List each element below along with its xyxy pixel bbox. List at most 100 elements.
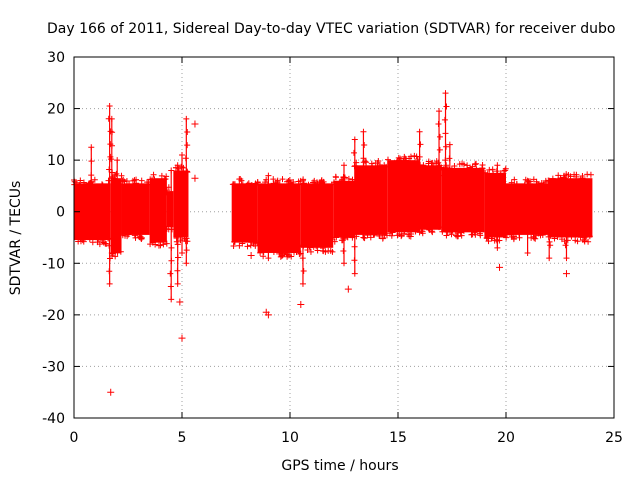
- data-point: [384, 156, 391, 163]
- y-tick-label: -40: [42, 411, 65, 427]
- data-point: [457, 229, 464, 236]
- data-point: [109, 175, 116, 182]
- data-point: [547, 242, 554, 249]
- data-point: [351, 136, 358, 143]
- data-point: [512, 230, 519, 237]
- data-point: [133, 180, 140, 187]
- data-point: [168, 257, 175, 264]
- data-point: [310, 243, 317, 250]
- data-point: [138, 177, 145, 184]
- data-point: [446, 141, 453, 148]
- data-point: [430, 163, 437, 170]
- data-point: [151, 176, 158, 183]
- data-point: [562, 242, 569, 249]
- data-point: [245, 180, 252, 187]
- data-point: [361, 141, 368, 148]
- data-point: [439, 228, 446, 235]
- y-tick-label: -30: [42, 359, 65, 375]
- data-point: [329, 248, 336, 255]
- data-point: [524, 249, 531, 256]
- data-point: [416, 153, 423, 160]
- data-point: [464, 165, 471, 172]
- data-point: [162, 176, 169, 183]
- data-point: [99, 238, 106, 245]
- data-point: [114, 249, 121, 256]
- data-point: [184, 129, 191, 136]
- y-axis-label: SDTVAR / TECUs: [8, 181, 24, 296]
- data-point: [283, 250, 290, 257]
- data-point: [443, 162, 450, 169]
- data-point: [108, 115, 115, 122]
- data-point: [131, 232, 138, 239]
- data-point: [419, 230, 426, 237]
- data-point: [446, 224, 453, 231]
- data-point: [436, 146, 443, 153]
- data-point: [571, 171, 578, 178]
- data-point: [473, 160, 480, 167]
- data-point: [266, 241, 273, 248]
- data-point: [231, 238, 238, 245]
- data-point: [542, 179, 549, 186]
- data-point: [176, 298, 184, 306]
- data-band: [121, 183, 150, 235]
- data-point: [119, 177, 126, 184]
- data-point: [372, 230, 379, 237]
- data-point: [420, 162, 427, 169]
- data-point: [88, 144, 95, 151]
- data-point: [276, 249, 283, 256]
- data-point: [254, 178, 261, 185]
- data-point: [442, 170, 449, 177]
- data-point: [351, 257, 358, 264]
- data-point: [361, 235, 368, 242]
- data-point: [99, 182, 106, 189]
- data-point: [265, 172, 272, 179]
- data-point: [106, 280, 113, 287]
- data-point: [331, 179, 338, 186]
- data-point: [174, 241, 181, 248]
- data-point: [307, 248, 314, 255]
- data-point: [486, 166, 493, 173]
- data-band: [166, 191, 174, 228]
- data-point: [108, 249, 115, 256]
- data-point: [396, 157, 403, 164]
- data-point: [407, 153, 414, 160]
- data-point: [416, 128, 423, 135]
- data-point: [344, 285, 352, 293]
- data-point: [312, 181, 319, 188]
- data-point: [265, 255, 272, 262]
- data-point: [260, 249, 267, 256]
- data-point: [109, 129, 116, 136]
- data-point: [511, 182, 518, 189]
- data-point: [244, 181, 251, 188]
- data-point: [469, 163, 476, 170]
- data-point: [191, 174, 199, 182]
- data-point: [417, 141, 424, 148]
- data-point: [398, 232, 405, 239]
- data-point: [340, 248, 347, 255]
- data-point: [279, 252, 286, 258]
- axes: -40 -30 -20 -10 0 10 20 30 0 5 10 15 20 25: [42, 50, 623, 446]
- data-point: [351, 163, 358, 170]
- data-point: [360, 155, 367, 162]
- y-tick-label: 0: [56, 205, 65, 221]
- data-point: [158, 172, 165, 179]
- data-point: [183, 260, 190, 267]
- data-point: [568, 233, 575, 240]
- data-point: [477, 232, 484, 239]
- data-point: [306, 243, 313, 250]
- y-tick-label: 20: [47, 102, 65, 118]
- data-point: [360, 234, 367, 241]
- data-point: [547, 232, 554, 239]
- data-point: [446, 155, 453, 162]
- data-point: [230, 243, 237, 250]
- data-point: [454, 233, 461, 240]
- data-point: [554, 233, 561, 240]
- data-point: [516, 234, 523, 241]
- data-point: [107, 255, 114, 262]
- data-point: [270, 249, 277, 256]
- data-point: [295, 178, 302, 185]
- data-point: [135, 231, 142, 238]
- data-point: [369, 163, 376, 170]
- data-point: [178, 176, 185, 183]
